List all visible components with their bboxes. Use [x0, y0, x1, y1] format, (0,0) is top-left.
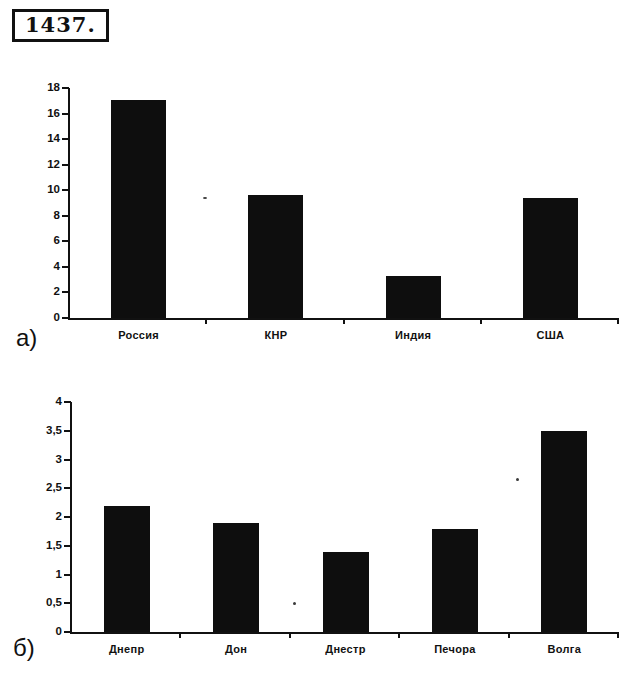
y-tick-label: 12 [16, 159, 60, 171]
x-tick-mark [398, 632, 400, 638]
x-category-label: Россия [70, 330, 207, 341]
chart-b-plot-area: 00,511,522,533,54ДнепрДонДнестрПечораВол… [70, 402, 619, 634]
y-tick-label: 4 [18, 396, 62, 408]
x-tick-mark [617, 318, 619, 324]
x-category-label: КНР [207, 330, 344, 341]
y-tick-label: 14 [16, 133, 60, 145]
problem-number-box: 1437. [12, 9, 109, 42]
y-tick-mark [64, 631, 71, 633]
chart-b-label: б) [13, 636, 35, 660]
y-tick-label: 1,5 [18, 540, 62, 552]
x-tick-mark [179, 632, 181, 638]
y-tick-label: 1 [18, 569, 62, 581]
y-tick-mark [62, 113, 69, 115]
bar [523, 198, 578, 318]
y-tick-label: 16 [16, 108, 60, 120]
y-tick-label: 4 [16, 261, 60, 273]
y-tick-label: 3 [18, 454, 62, 466]
bar [111, 100, 166, 319]
y-tick-mark [64, 545, 71, 547]
x-category-label: США [482, 330, 619, 341]
x-tick-mark [617, 632, 619, 638]
y-tick-mark [64, 401, 71, 403]
x-tick-mark [289, 632, 291, 638]
y-tick-mark [62, 291, 69, 293]
chart-a-plot-area: 024681012141618РоссияКНРИндияСША [68, 88, 619, 320]
bar [323, 552, 369, 633]
y-tick-label: 10 [16, 184, 60, 196]
bar [541, 431, 587, 632]
bar [104, 506, 150, 633]
y-tick-mark [62, 215, 69, 217]
y-tick-mark [64, 487, 71, 489]
y-tick-label: 2 [18, 511, 62, 523]
chart-a-label: а) [16, 326, 37, 350]
x-category-label: Дон [181, 644, 290, 655]
bar [248, 195, 303, 318]
problem-number: 1437. [25, 12, 96, 37]
y-tick-label: 6 [16, 235, 60, 247]
x-category-label: Индия [345, 330, 482, 341]
x-category-label: Волга [510, 644, 619, 655]
x-category-label: Днепр [72, 644, 181, 655]
bar [386, 276, 441, 318]
y-tick-label: 0 [16, 312, 60, 324]
scan-speck [516, 478, 519, 481]
x-tick-mark [480, 318, 482, 324]
y-tick-mark [64, 602, 71, 604]
x-tick-mark [205, 318, 207, 324]
x-category-label: Днестр [291, 644, 400, 655]
y-tick-mark [62, 266, 69, 268]
y-tick-label: 18 [16, 82, 60, 94]
bar [213, 523, 259, 632]
scanned-page: 1437. 024681012141618РоссияКНРИндияСША а… [0, 0, 630, 678]
x-category-label: Печора [400, 644, 509, 655]
y-tick-label: 2,5 [18, 482, 62, 494]
y-tick-mark [64, 516, 71, 518]
x-tick-mark [508, 632, 510, 638]
y-tick-label: 8 [16, 210, 60, 222]
scan-speck [203, 197, 207, 199]
y-tick-mark [64, 574, 71, 576]
y-tick-label: 0,5 [18, 597, 62, 609]
y-tick-mark [62, 138, 69, 140]
y-tick-label: 2 [16, 286, 60, 298]
y-tick-mark [64, 430, 71, 432]
y-tick-mark [62, 317, 69, 319]
y-tick-mark [62, 164, 69, 166]
y-tick-label: 3,5 [18, 425, 62, 437]
y-tick-mark [64, 459, 71, 461]
y-tick-mark [62, 240, 69, 242]
x-tick-mark [343, 318, 345, 324]
y-tick-mark [62, 87, 69, 89]
y-tick-mark [62, 189, 69, 191]
bar [432, 529, 478, 633]
scan-speck [293, 602, 296, 605]
